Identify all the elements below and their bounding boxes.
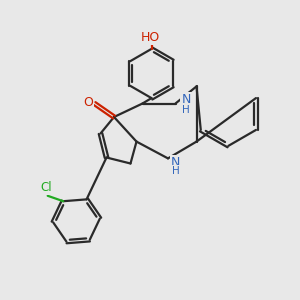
Text: O: O: [83, 95, 93, 109]
Text: H: H: [172, 166, 179, 176]
Text: N: N: [171, 155, 180, 169]
Text: H: H: [182, 105, 190, 115]
Text: HO: HO: [140, 31, 160, 44]
Text: Cl: Cl: [40, 181, 52, 194]
Text: N: N: [181, 93, 191, 106]
